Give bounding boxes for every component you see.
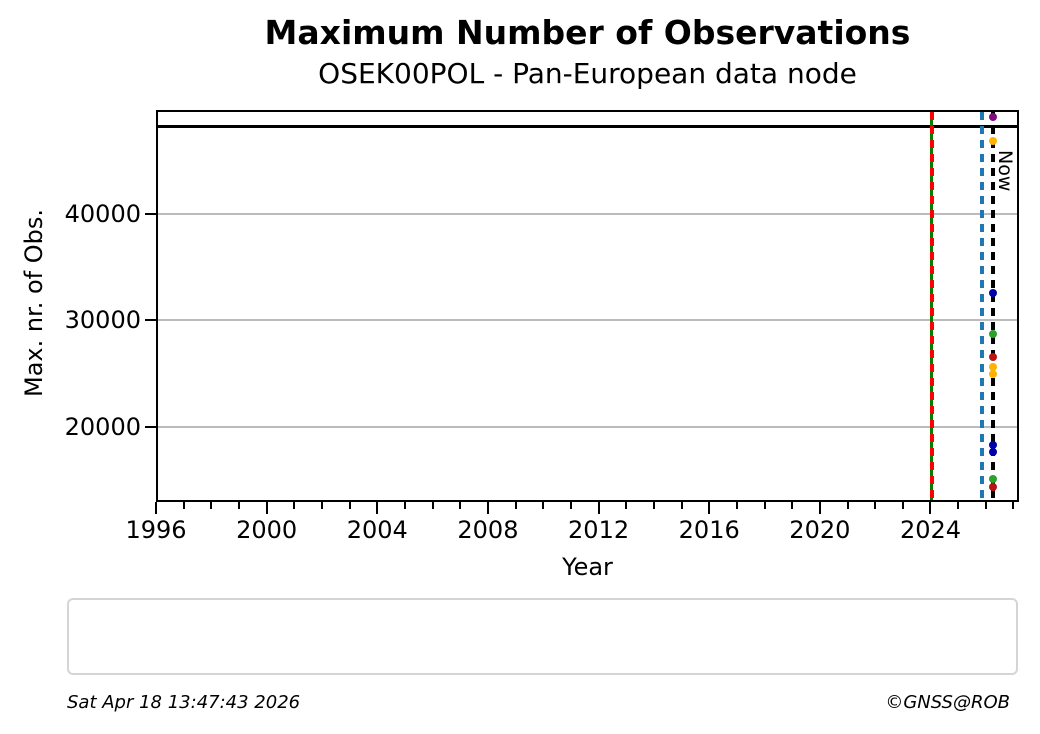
y-gridline	[156, 426, 1019, 429]
max-obs-reference-line	[156, 125, 1019, 129]
data-point-glo	[988, 483, 997, 492]
x-tick-label: 2012	[568, 516, 630, 544]
data-point-bds	[988, 363, 997, 372]
x-minor-tick	[846, 502, 849, 509]
x-tick-label: 2024	[899, 516, 962, 544]
x-minor-tick	[901, 502, 904, 509]
y-tick-label: 20000	[64, 413, 141, 442]
y-gridline	[156, 319, 1019, 322]
data-point-gal	[988, 474, 997, 483]
chart-title: Maximum Number of Observations	[264, 13, 911, 52]
y-tick-label: 40000	[64, 199, 141, 228]
x-major-tick	[597, 502, 600, 514]
data-point-gps	[988, 441, 997, 450]
event-line-blue	[980, 112, 985, 500]
y-major-tick	[145, 212, 156, 215]
x-minor-tick	[763, 502, 766, 509]
x-major-tick	[486, 502, 489, 514]
x-minor-tick	[625, 502, 628, 509]
y-major-tick	[145, 426, 156, 429]
timestamp: Sat Apr 18 13:47:43 2026	[67, 692, 301, 713]
x-minor-tick	[320, 502, 323, 509]
x-major-tick	[155, 502, 157, 514]
credit: ©GNSS@ROB	[885, 692, 1010, 713]
data-point-gal	[988, 330, 997, 339]
data-point-gps	[988, 289, 997, 298]
x-tick-label: 2008	[457, 516, 519, 544]
x-minor-tick	[680, 502, 683, 509]
x-major-tick	[929, 502, 932, 514]
y-gridline	[156, 212, 1019, 215]
now-line	[991, 112, 996, 500]
y-tick-label: 30000	[64, 306, 141, 335]
legend: BDSGLOGPSRINEX2RINEX3RINEX4GAL	[67, 598, 1018, 675]
x-minor-tick	[874, 502, 877, 509]
x-tick-label: 1996	[125, 516, 187, 544]
chart-subtitle: OSEK00POL - Pan-European data node	[318, 57, 857, 90]
y-axis-label: Max. nr. of Obs.	[20, 208, 48, 398]
x-minor-tick	[514, 502, 517, 509]
x-minor-tick	[459, 502, 462, 509]
x-tick-label: 2000	[236, 516, 298, 544]
event-line-red	[930, 112, 935, 500]
data-point-bds	[988, 136, 997, 145]
x-minor-tick	[237, 502, 240, 509]
data-point-glo	[988, 353, 997, 362]
x-minor-tick	[984, 502, 987, 509]
x-minor-tick	[791, 502, 794, 509]
x-tick-label: 2004	[346, 516, 408, 544]
x-major-tick	[708, 502, 711, 514]
data-point-rinex3	[988, 113, 997, 122]
x-minor-tick	[293, 502, 296, 509]
x-minor-tick	[542, 502, 545, 509]
x-major-tick	[376, 502, 379, 514]
x-minor-tick	[348, 502, 351, 509]
data-point-gps	[988, 447, 997, 456]
x-minor-tick	[1012, 502, 1015, 509]
x-minor-tick	[957, 502, 960, 509]
x-minor-tick	[652, 502, 655, 509]
x-tick-label: 2016	[678, 516, 740, 544]
plot-area	[156, 110, 1019, 502]
x-minor-tick	[735, 502, 738, 509]
x-major-tick	[265, 502, 268, 514]
x-minor-tick	[182, 502, 185, 509]
x-minor-tick	[403, 502, 406, 509]
x-minor-tick	[210, 502, 213, 509]
data-point-bds	[988, 369, 997, 378]
x-minor-tick	[431, 502, 434, 509]
y-major-tick	[145, 319, 156, 322]
x-major-tick	[818, 502, 821, 514]
x-axis-label: Year	[562, 553, 613, 581]
x-tick-label: 2020	[789, 516, 851, 544]
x-minor-tick	[569, 502, 572, 509]
now-label-text: Now	[994, 150, 1016, 192]
